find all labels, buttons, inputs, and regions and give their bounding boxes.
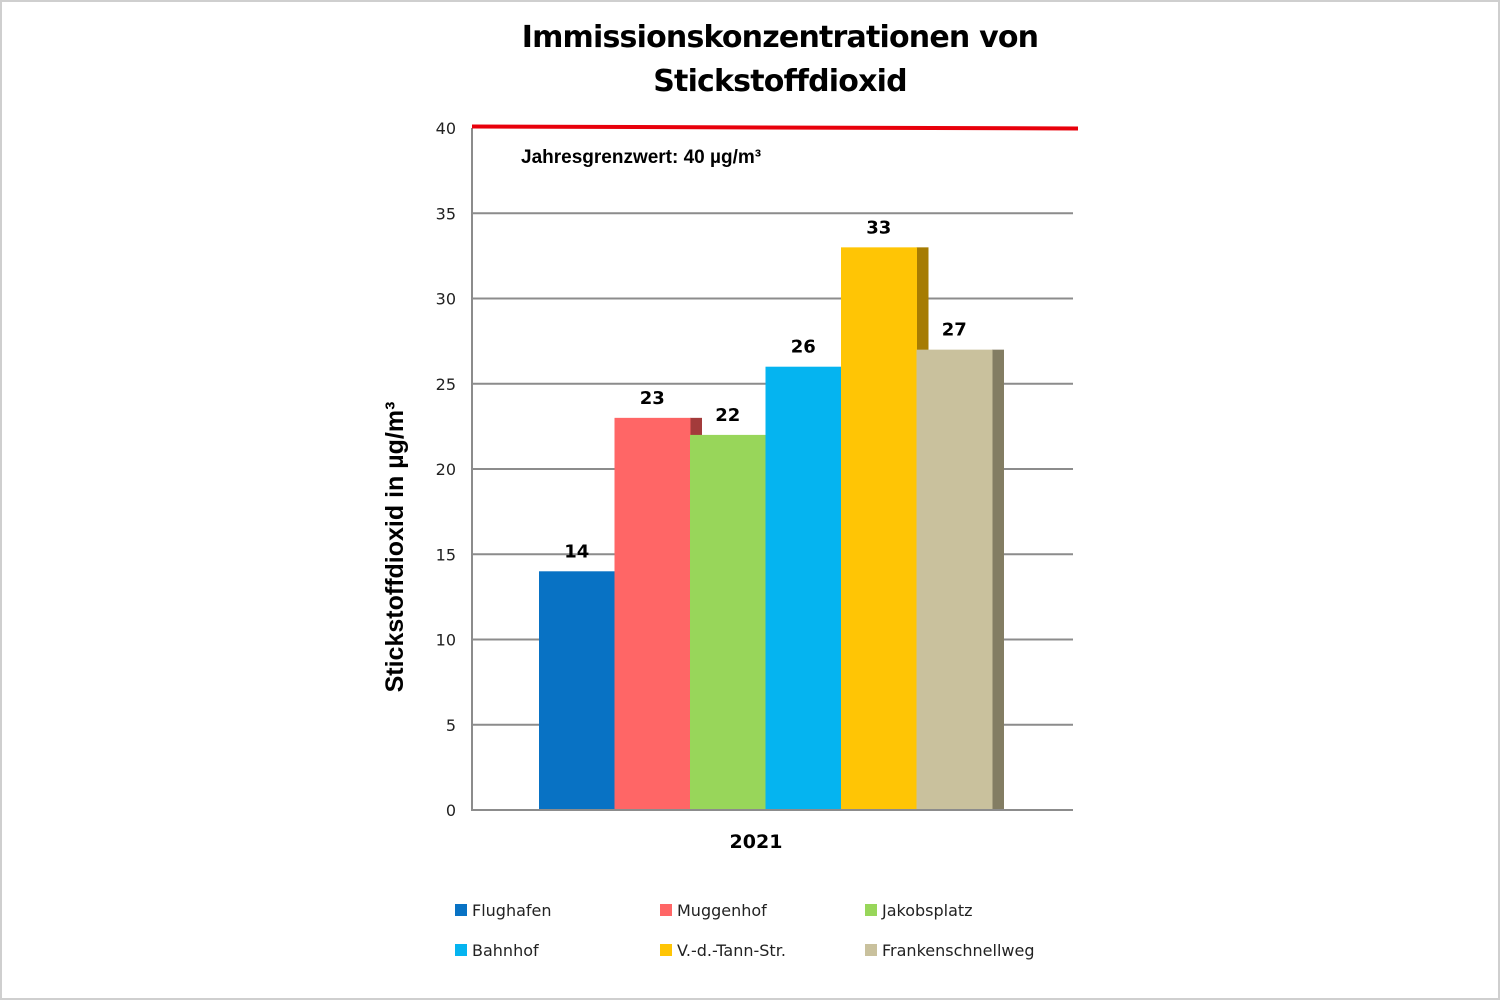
bar-side-frankenschnellweg <box>992 349 1004 810</box>
bar-jakobsplatz <box>690 434 766 810</box>
chart-title-line-1: Immissionskonzentrationen von <box>521 20 1039 55</box>
bar-flughafen <box>539 571 615 810</box>
legend-swatch <box>865 904 877 916</box>
y-tick-label: 35 <box>436 204 456 223</box>
chart-title: Immissionskonzentrationen von Stickstoff… <box>380 16 1180 104</box>
legend-label: Muggenhof <box>677 900 767 920</box>
legend-item-frankenschnellweg: Frankenschnellweg <box>865 938 1095 962</box>
y-tick-label: 40 <box>436 119 456 138</box>
legend-label: Flughafen <box>472 900 552 920</box>
legend-label: Jakobsplatz <box>882 900 973 920</box>
legend-label: V.-d.-Tann-Str. <box>677 940 786 960</box>
y-tick-label: 30 <box>436 290 456 309</box>
legend-item-muggenhof: Muggenhof <box>660 898 865 922</box>
bars <box>472 247 1073 811</box>
x-category-label: 2021 <box>730 831 783 853</box>
legend-swatch <box>455 904 467 916</box>
reference-line <box>471 124 1079 131</box>
data-label: 26 <box>791 337 816 358</box>
y-tick-label: 5 <box>446 716 456 735</box>
legend-swatch <box>660 944 672 956</box>
legend-label: Frankenschnellweg <box>882 940 1035 960</box>
reference-line-label: Jahresgrenzwert: 40 µg/m³ <box>521 147 761 168</box>
bar-bahnhof <box>765 366 842 810</box>
legend-swatch <box>865 944 877 956</box>
legend-item-bahnhof: Bahnhof <box>455 938 660 962</box>
legend-item-jakobsplatz: Jakobsplatz <box>865 898 1095 922</box>
legend-swatch <box>455 944 467 956</box>
legend-item-flughafen: Flughafen <box>455 898 660 922</box>
y-tick-label: 25 <box>436 375 456 394</box>
bar-muggenhof <box>614 417 691 810</box>
y-tick-label: 10 <box>436 631 456 650</box>
bar-frankenschnellweg <box>916 349 993 810</box>
y-axis-label: Stickstoffdioxid in µg/m³ <box>381 402 409 693</box>
data-label: 14 <box>564 541 589 562</box>
data-label: 33 <box>866 217 891 238</box>
y-tick-labels: 0 5 10 15 20 25 30 35 40 <box>436 119 456 820</box>
data-label: 22 <box>715 405 740 426</box>
legend-item-v-d-tann-str-: V.-d.-Tann-Str. <box>660 938 865 962</box>
y-tick-label: 15 <box>436 545 456 564</box>
legend-label: Bahnhof <box>472 940 539 960</box>
data-label: 23 <box>640 388 665 409</box>
legend-swatch <box>660 904 672 916</box>
y-tick-label: 0 <box>446 801 456 820</box>
bar-v-d-tann-str- <box>841 247 917 811</box>
data-labels: 14 23 22 26 33 27 <box>564 217 967 562</box>
chart-title-line-2: Stickstoffdioxid <box>653 64 907 99</box>
y-tick-label: 20 <box>436 460 456 479</box>
legend: Flughafen Muggenhof Jakobsplatz Bahnhof V.-d… <box>455 898 1095 962</box>
data-label: 27 <box>942 320 967 341</box>
